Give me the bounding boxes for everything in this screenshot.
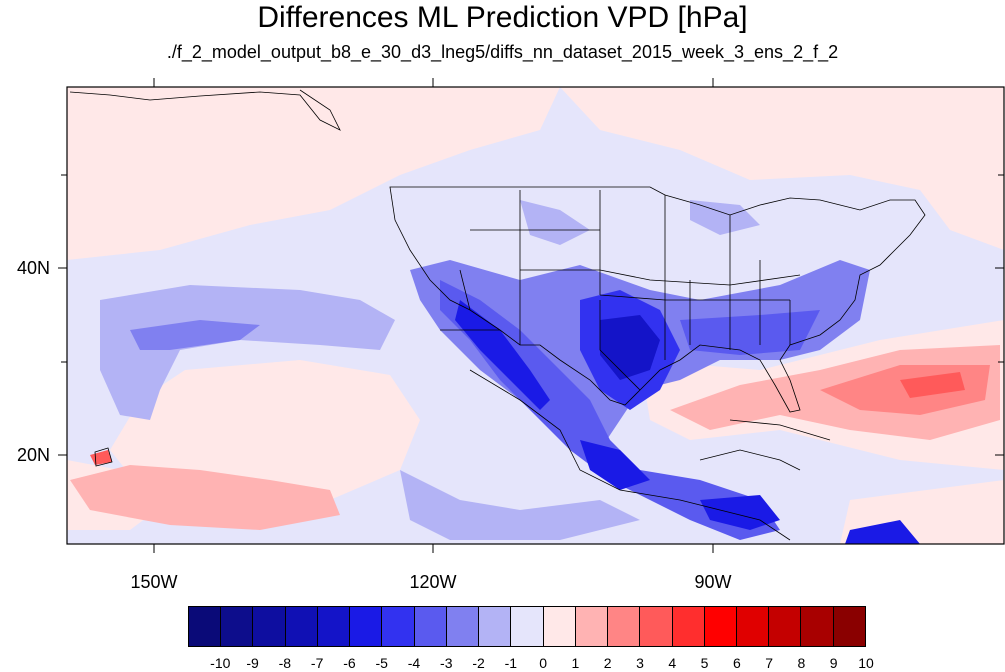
x-tick-label: 150W — [130, 572, 178, 592]
map-frame — [66, 86, 1005, 545]
negative-field-region — [845, 520, 920, 544]
colorbar-tick-label: -1 — [504, 655, 518, 671]
colorbar-tick-label: 8 — [797, 655, 806, 671]
plot-title: Differences ML Prediction VPD [hPa] — [257, 1, 748, 34]
positive-field-region — [67, 87, 560, 260]
colorbar-tick-label: 1 — [571, 655, 580, 671]
x-tick-label: 90W — [694, 572, 732, 592]
positive-field-region — [900, 372, 965, 398]
axis-ticks — [58, 78, 1004, 553]
colorbar-tick-label: -6 — [343, 655, 356, 671]
colorbar-tick-label: 10 — [858, 655, 874, 671]
colorbar-tick-label: 5 — [700, 655, 709, 671]
colorbar-swatch — [736, 607, 770, 646]
negative-field-region — [455, 300, 550, 410]
negative-field-region — [680, 310, 820, 355]
colorbar-swatch — [350, 607, 383, 646]
colorbar-swatch — [769, 607, 802, 646]
colorbar-tick-label: -7 — [310, 655, 324, 671]
land-outlines — [69, 89, 926, 541]
colorbar-swatch — [221, 607, 254, 646]
colorbar-swatch — [253, 607, 286, 646]
colorbar-tick-label: 2 — [603, 655, 612, 671]
colorbar-swatch — [511, 607, 544, 646]
colorbar-tick-label: 9 — [829, 655, 838, 671]
negative-field-region — [580, 440, 650, 490]
colorbar-tick-label: 3 — [636, 655, 644, 671]
colorbar-tick-label: 6 — [732, 655, 741, 671]
colorbar-tick-label: 4 — [668, 655, 677, 671]
negative-field-region — [600, 315, 660, 380]
negative-field-region — [520, 200, 590, 245]
colorbar-swatch — [608, 607, 641, 646]
colorbar-swatch — [543, 607, 576, 646]
colorbar-swatch — [833, 607, 865, 646]
negative-field-region — [690, 200, 760, 235]
colorbar-swatch — [640, 607, 673, 646]
colorbar-tick-label: -2 — [472, 655, 485, 671]
colorbar-tick-label: -5 — [375, 655, 388, 671]
colorbar-swatch — [479, 607, 512, 646]
colorbar-tick-label: -10 — [210, 655, 231, 671]
y-tick-label: 20N — [16, 445, 50, 465]
colorbar-tick-label: 0 — [539, 655, 548, 671]
colorbar-tick-label: 7 — [765, 655, 774, 671]
negative-field-region — [130, 320, 260, 350]
colorbar-tick-label: -8 — [278, 655, 292, 671]
colorbar-tick-label: -4 — [407, 655, 421, 671]
colorbar — [188, 606, 866, 647]
colorbar-swatch — [446, 607, 480, 646]
x-tick-label: 120W — [409, 572, 457, 592]
colorbar-swatch — [382, 607, 415, 646]
y-tick-label: 40N — [16, 258, 50, 278]
plot-subtitle: ./f_2_model_output_b8_e_30_d3_lneg5/diff… — [166, 42, 839, 62]
positive-field-region — [70, 465, 340, 530]
colorbar-tick-label: -9 — [246, 655, 259, 671]
negative-field-region — [700, 495, 780, 530]
colorbar-tick-label: -3 — [440, 655, 453, 671]
colorbar-swatch — [575, 607, 609, 646]
negative-field-region — [100, 285, 395, 420]
colorbar-swatch — [317, 607, 351, 646]
colorbar-swatch — [189, 607, 222, 646]
colorbar-swatch — [801, 607, 834, 646]
colorbar-swatch — [672, 607, 705, 646]
colorbar-swatch — [414, 607, 447, 646]
negative-field-region — [400, 470, 640, 540]
positive-field-region — [560, 87, 1004, 250]
colorbar-swatch — [704, 607, 737, 646]
colorbar-swatch — [285, 607, 318, 646]
vpd-difference-map — [58, 78, 1005, 553]
